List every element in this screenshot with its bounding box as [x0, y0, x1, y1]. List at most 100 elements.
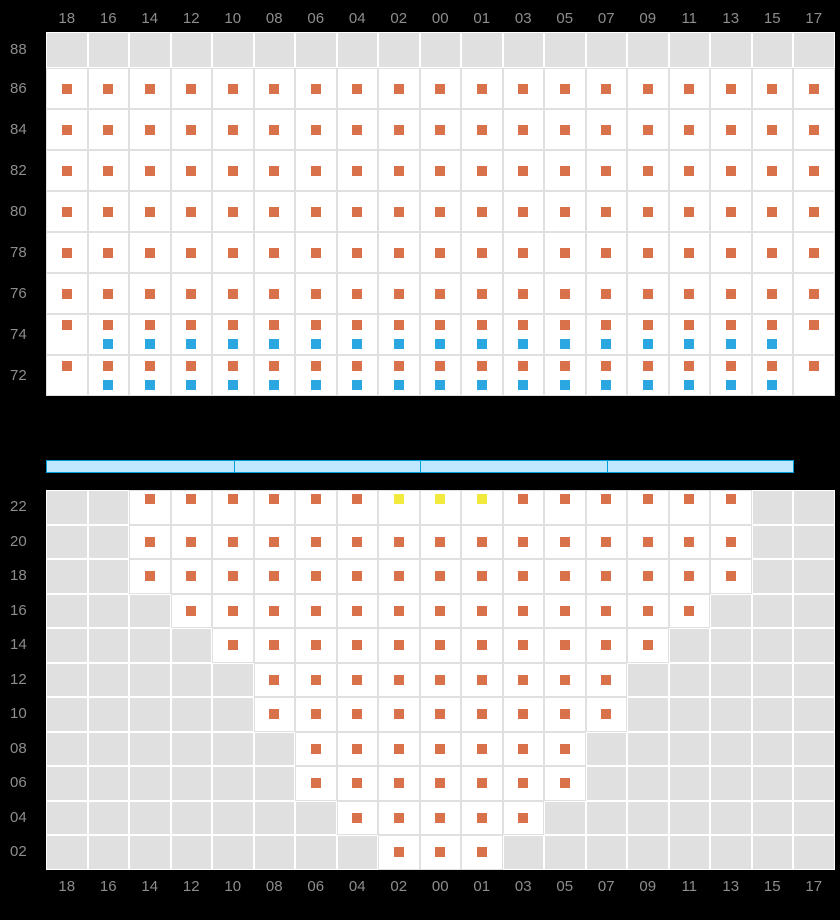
container-marker[interactable]	[518, 207, 528, 217]
container-marker[interactable]	[62, 84, 72, 94]
bay-cell[interactable]	[420, 32, 462, 68]
container-marker[interactable]	[684, 166, 694, 176]
container-marker[interactable]	[560, 125, 570, 135]
container-marker[interactable]	[477, 339, 487, 349]
container-marker[interactable]	[352, 813, 362, 823]
container-marker[interactable]	[228, 84, 238, 94]
container-marker[interactable]	[643, 166, 653, 176]
container-marker[interactable]	[684, 537, 694, 547]
container-marker[interactable]	[269, 675, 279, 685]
container-marker[interactable]	[518, 537, 528, 547]
container-marker[interactable]	[394, 537, 404, 547]
container-marker[interactable]	[435, 125, 445, 135]
container-marker[interactable]	[477, 640, 487, 650]
container-marker[interactable]	[435, 675, 445, 685]
container-marker[interactable]	[477, 207, 487, 217]
container-marker[interactable]	[103, 380, 113, 390]
container-marker[interactable]	[477, 813, 487, 823]
container-marker[interactable]	[228, 380, 238, 390]
container-marker[interactable]	[311, 84, 321, 94]
container-marker[interactable]	[601, 640, 611, 650]
container-marker[interactable]	[394, 709, 404, 719]
container-marker[interactable]	[684, 84, 694, 94]
container-marker[interactable]	[228, 320, 238, 330]
container-marker[interactable]	[643, 84, 653, 94]
container-marker[interactable]	[62, 248, 72, 258]
container-marker[interactable]	[435, 494, 445, 504]
container-marker[interactable]	[601, 537, 611, 547]
container-marker[interactable]	[435, 166, 445, 176]
container-marker[interactable]	[269, 84, 279, 94]
container-marker[interactable]	[684, 320, 694, 330]
container-marker[interactable]	[311, 289, 321, 299]
container-marker[interactable]	[435, 380, 445, 390]
container-marker[interactable]	[435, 207, 445, 217]
container-marker[interactable]	[352, 125, 362, 135]
container-marker[interactable]	[477, 380, 487, 390]
container-marker[interactable]	[560, 289, 570, 299]
container-marker[interactable]	[601, 289, 611, 299]
container-marker[interactable]	[186, 248, 196, 258]
container-marker[interactable]	[352, 494, 362, 504]
container-marker[interactable]	[394, 675, 404, 685]
container-marker[interactable]	[643, 380, 653, 390]
container-marker[interactable]	[601, 248, 611, 258]
container-marker[interactable]	[560, 320, 570, 330]
bay-cell[interactable]	[669, 32, 711, 68]
container-marker[interactable]	[228, 248, 238, 258]
container-marker[interactable]	[477, 494, 487, 504]
container-marker[interactable]	[684, 380, 694, 390]
container-marker[interactable]	[809, 361, 819, 371]
container-marker[interactable]	[560, 494, 570, 504]
container-marker[interactable]	[186, 571, 196, 581]
container-marker[interactable]	[352, 571, 362, 581]
container-marker[interactable]	[269, 494, 279, 504]
container-marker[interactable]	[186, 125, 196, 135]
container-marker[interactable]	[726, 339, 736, 349]
container-marker[interactable]	[726, 166, 736, 176]
container-marker[interactable]	[518, 709, 528, 719]
container-marker[interactable]	[767, 248, 777, 258]
container-marker[interactable]	[643, 207, 653, 217]
container-marker[interactable]	[228, 361, 238, 371]
container-marker[interactable]	[435, 361, 445, 371]
container-marker[interactable]	[269, 361, 279, 371]
container-marker[interactable]	[435, 640, 445, 650]
bay-cell[interactable]	[378, 32, 420, 68]
container-marker[interactable]	[269, 207, 279, 217]
container-marker[interactable]	[477, 675, 487, 685]
container-marker[interactable]	[643, 361, 653, 371]
container-marker[interactable]	[477, 571, 487, 581]
bay-cell[interactable]	[254, 32, 296, 68]
container-marker[interactable]	[269, 571, 279, 581]
container-marker[interactable]	[767, 289, 777, 299]
container-marker[interactable]	[518, 248, 528, 258]
container-marker[interactable]	[684, 361, 694, 371]
container-marker[interactable]	[228, 125, 238, 135]
container-marker[interactable]	[435, 778, 445, 788]
container-marker[interactable]	[809, 84, 819, 94]
container-marker[interactable]	[435, 537, 445, 547]
container-marker[interactable]	[809, 320, 819, 330]
container-marker[interactable]	[601, 361, 611, 371]
container-marker[interactable]	[186, 339, 196, 349]
container-marker[interactable]	[518, 744, 528, 754]
container-marker[interactable]	[145, 248, 155, 258]
container-marker[interactable]	[311, 320, 321, 330]
container-marker[interactable]	[269, 709, 279, 719]
container-marker[interactable]	[269, 339, 279, 349]
container-marker[interactable]	[145, 289, 155, 299]
container-marker[interactable]	[767, 84, 777, 94]
container-marker[interactable]	[518, 320, 528, 330]
container-marker[interactable]	[145, 207, 155, 217]
container-marker[interactable]	[684, 248, 694, 258]
bay-cell[interactable]	[586, 32, 628, 68]
container-marker[interactable]	[352, 537, 362, 547]
container-marker[interactable]	[518, 339, 528, 349]
container-marker[interactable]	[560, 606, 570, 616]
container-marker[interactable]	[726, 289, 736, 299]
container-marker[interactable]	[186, 606, 196, 616]
container-marker[interactable]	[394, 361, 404, 371]
container-marker[interactable]	[352, 744, 362, 754]
container-marker[interactable]	[186, 537, 196, 547]
